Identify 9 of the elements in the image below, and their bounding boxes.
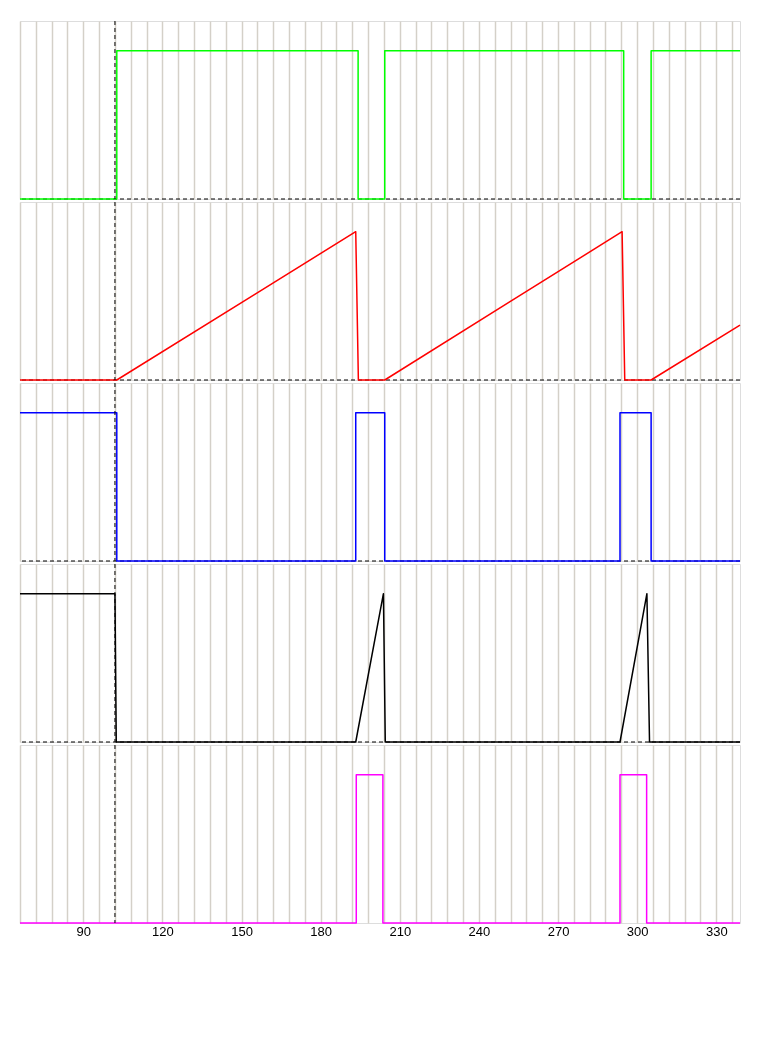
x-tick-label: 120 xyxy=(152,923,174,939)
x-tick-label: 180 xyxy=(310,923,333,939)
x-tick-label: 150 xyxy=(231,923,253,939)
x-tick-label: 210 xyxy=(389,923,412,939)
x-tick-label: 300 xyxy=(626,923,649,939)
x-tick-label: 240 xyxy=(468,923,491,939)
x-tick-label: 270 xyxy=(547,923,570,939)
x-tick-label: 330 xyxy=(705,923,728,939)
x-tick-label: 90 xyxy=(76,923,92,939)
